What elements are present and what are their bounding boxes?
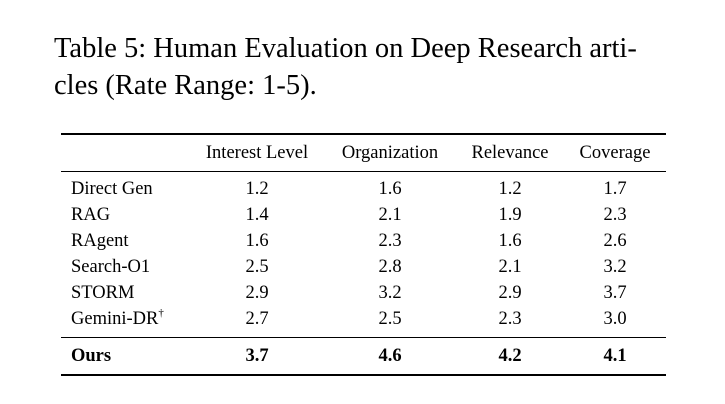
table-top-rule (61, 133, 666, 135)
table-row: STORM 2.9 3.2 2.9 3.7 (61, 280, 666, 306)
row-method: Gemini-DR† (71, 306, 164, 332)
table-bottom-rule (61, 374, 666, 376)
cell-organization: 1.6 (378, 179, 402, 199)
cell-interest-level: 1.6 (245, 231, 269, 251)
cell-relevance: 4.2 (498, 346, 522, 366)
row-method-label: Gemini-DR (71, 309, 159, 329)
row-method: Search-O1 (71, 257, 151, 277)
table-row: RAgent 1.6 2.3 1.6 2.6 (61, 228, 666, 254)
table-row: RAG 1.4 2.1 1.9 2.3 (61, 202, 666, 228)
cell-interest-level: 3.7 (245, 346, 269, 366)
cell-interest-level: 2.7 (245, 309, 269, 329)
cell-relevance: 2.3 (498, 309, 522, 329)
cell-coverage: 3.0 (603, 309, 627, 329)
cell-coverage: 2.6 (603, 231, 627, 251)
row-method: Direct Gen (71, 179, 153, 199)
cell-coverage: 3.7 (603, 283, 627, 303)
cell-organization: 4.6 (378, 346, 402, 366)
caption-line-2: cles (Rate Range: 1-5). (54, 70, 317, 101)
cell-coverage: 1.7 (603, 179, 627, 199)
header-coverage: Coverage (579, 143, 651, 163)
cell-interest-level: 2.9 (245, 283, 269, 303)
cell-relevance: 2.1 (498, 257, 522, 277)
header-interest-level: Interest Level (205, 143, 309, 163)
header-relevance: Relevance (471, 143, 549, 163)
row-method: STORM (71, 283, 135, 303)
cell-coverage: 4.1 (603, 346, 627, 366)
table-header-row: Interest Level Organization Relevance Co… (61, 140, 666, 166)
table-row: Search-O1 2.5 2.8 2.1 3.2 (61, 254, 666, 280)
table-row: Direct Gen 1.2 1.6 1.2 1.7 (61, 176, 666, 202)
cell-organization: 2.8 (378, 257, 402, 277)
row-method: Ours (71, 346, 112, 366)
table-row-ours: Ours 3.7 4.6 4.2 4.1 (61, 343, 666, 369)
table-final-rule (61, 337, 666, 338)
cell-organization: 3.2 (378, 283, 402, 303)
table-caption: Table 5: Human Evaluation on Deep Resear… (54, 30, 674, 104)
cell-coverage: 2.3 (603, 205, 627, 225)
cell-relevance: 2.9 (498, 283, 522, 303)
cell-organization: 2.3 (378, 231, 402, 251)
cell-organization: 2.1 (378, 205, 402, 225)
cell-relevance: 1.9 (498, 205, 522, 225)
cell-relevance: 1.6 (498, 231, 522, 251)
row-method: RAgent (71, 231, 129, 251)
cell-interest-level: 2.5 (245, 257, 269, 277)
row-method: RAG (71, 205, 111, 225)
cell-organization: 2.5 (378, 309, 402, 329)
cell-interest-level: 1.4 (245, 205, 269, 225)
caption-line-1: Table 5: Human Evaluation on Deep Resear… (54, 33, 637, 64)
cell-relevance: 1.2 (498, 179, 522, 199)
header-organization: Organization (341, 143, 439, 163)
table-header-rule (61, 171, 666, 172)
cell-interest-level: 1.2 (245, 179, 269, 199)
table-row: Gemini-DR† 2.7 2.5 2.3 3.0 (61, 306, 666, 332)
cell-coverage: 3.2 (603, 257, 627, 277)
dagger-footnote-mark: † (158, 306, 164, 319)
